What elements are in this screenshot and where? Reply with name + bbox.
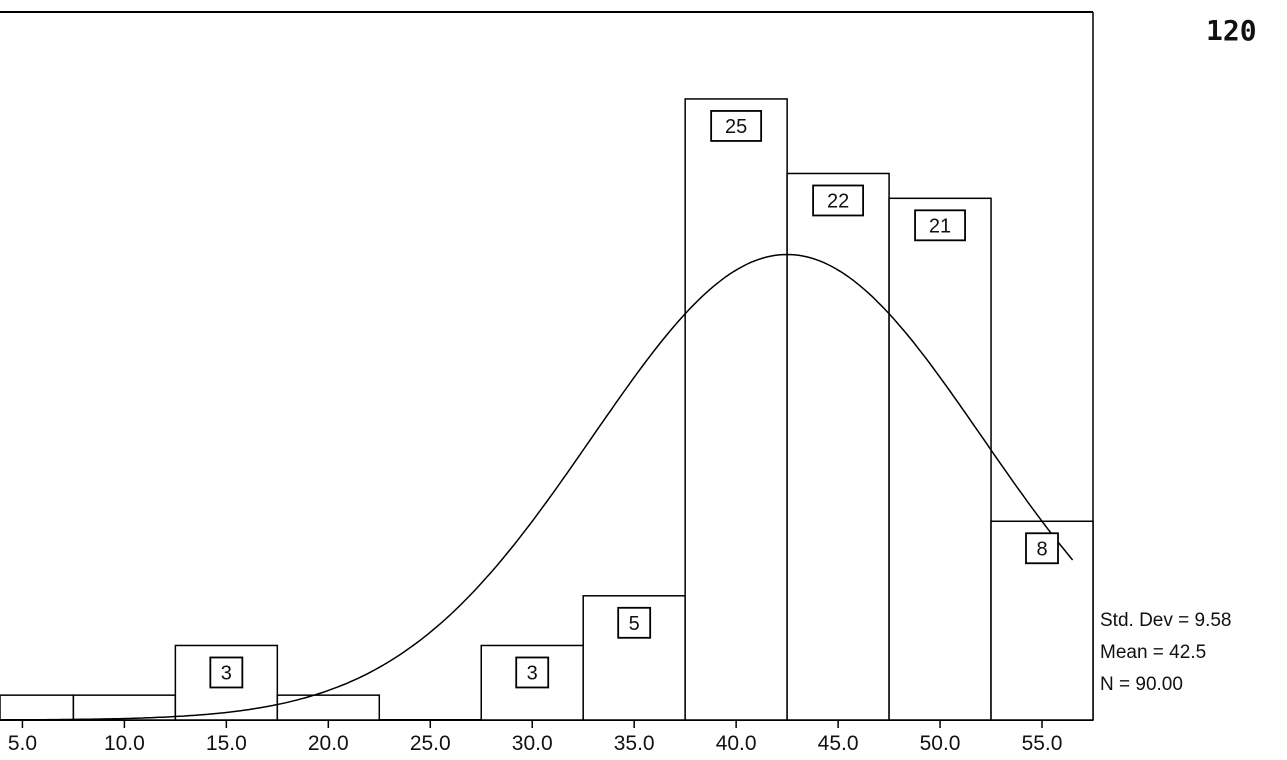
stats-panel: Std. Dev = 9.58 Mean = 42.5 N = 90.00 (1100, 605, 1232, 701)
n-text: N = 90.00 (1100, 674, 1183, 695)
bar-count-labels: 3 3 5 25 22 21 8 (209, 110, 1059, 689)
histogram-bar-8 (786, 172, 890, 721)
x-tick-label-3: 20.0 (308, 732, 349, 755)
normal-curve-group (0, 253, 1074, 721)
bar-label-box-9 (914, 209, 966, 242)
histogram-bar-3 (276, 694, 381, 721)
page-number: 120 (1206, 14, 1257, 47)
bar-label-box-6 (617, 606, 652, 639)
bar-label-box-7 (710, 110, 763, 142)
std-dev-text: Std. Dev = 9.58 (1100, 610, 1232, 631)
bar-count-label-5: 3 (527, 662, 538, 684)
x-tick-label-10: 55.0 (1022, 732, 1063, 755)
x-tick-label-5: 30.0 (512, 732, 553, 755)
histogram-bars (0, 98, 1094, 721)
bar-count-label-7: 25 (725, 116, 747, 138)
bar-count-label-8: 22 (827, 190, 849, 212)
bar-label-box-10 (1025, 532, 1059, 565)
x-tick-label-9: 50.0 (920, 732, 961, 755)
bar-count-label-10: 8 (1036, 538, 1047, 560)
x-tick-label-2: 15.0 (206, 732, 247, 755)
x-axis-ticks: 5.0 10.0 15.0 20.0 25.0 30.0 35.0 40.0 45.0 50.0 5… (8, 720, 1063, 755)
bar-label-box-5 (515, 656, 550, 689)
bar-count-label-9: 21 (929, 215, 951, 237)
bar-count-label-2: 3 (221, 662, 232, 684)
histogram-bar-0 (0, 694, 75, 721)
bar-count-label-6: 5 (629, 613, 640, 635)
mean-text: Mean = 42.5 (1100, 642, 1207, 663)
x-tick-label-7: 40.0 (716, 732, 757, 755)
histogram-bar-7 (684, 98, 788, 721)
x-tick-label-1: 10.0 (104, 732, 145, 755)
x-tick-label-8: 45.0 (818, 732, 859, 755)
bar-label-box-8 (812, 184, 865, 217)
x-tick-label-6: 35.0 (614, 732, 655, 755)
normal-curve (0, 253, 1074, 721)
x-tick-label-0: 5.0 (8, 732, 37, 755)
histogram-bar-1 (72, 694, 177, 721)
bar-label-box-2 (209, 656, 244, 689)
x-tick-label-4: 25.0 (410, 732, 451, 755)
histogram-bar-9 (888, 197, 992, 721)
